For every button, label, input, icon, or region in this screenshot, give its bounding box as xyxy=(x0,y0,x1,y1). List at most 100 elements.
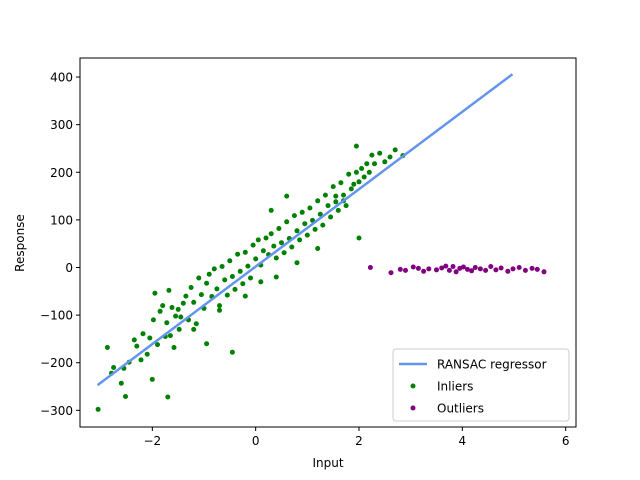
inlier-point xyxy=(240,281,246,287)
outlier-point xyxy=(397,266,403,272)
x-tick-label: 0 xyxy=(252,434,260,448)
inlier-point xyxy=(273,274,279,280)
inlier-point xyxy=(131,337,137,343)
inlier-point xyxy=(253,256,259,262)
series-layer xyxy=(95,73,547,412)
outlier-point xyxy=(415,265,421,271)
axes-frame xyxy=(79,57,577,428)
inlier-point xyxy=(359,166,365,171)
y-tick-label: −200 xyxy=(40,356,73,370)
inlier-point xyxy=(242,293,248,299)
inlier-point xyxy=(317,211,323,217)
outlier-point xyxy=(421,268,427,274)
outlier-point xyxy=(516,265,522,270)
inlier-point xyxy=(167,333,173,339)
inlier-point xyxy=(237,268,243,274)
inlier-point xyxy=(229,274,235,279)
inlier-point xyxy=(328,214,334,220)
outlier-point xyxy=(439,265,445,271)
inlier-point xyxy=(322,192,328,198)
inlier-point xyxy=(176,326,182,332)
inlier-point xyxy=(361,174,367,180)
outlier-point xyxy=(534,266,540,272)
y-tick-label: 0 xyxy=(65,261,73,275)
inlier-point xyxy=(273,255,279,261)
inlier-point xyxy=(169,305,175,310)
inlier-point xyxy=(118,380,124,386)
inlier-point xyxy=(302,221,308,227)
legend-ransac-label: RANSAC regressor xyxy=(437,358,547,372)
inlier-point xyxy=(377,150,383,156)
outlier-point xyxy=(469,268,475,274)
series-inliers xyxy=(95,143,406,412)
inlier-point xyxy=(338,180,344,186)
inlier-point xyxy=(341,192,346,198)
outlier-point xyxy=(460,264,466,270)
inlier-point xyxy=(180,300,186,306)
inlier-point xyxy=(123,394,128,399)
inlier-point xyxy=(333,193,339,199)
outlier-point xyxy=(388,270,394,276)
inlier-point xyxy=(245,263,251,269)
inlier-point xyxy=(284,193,290,199)
inlier-point xyxy=(104,345,110,350)
inlier-point xyxy=(250,242,256,248)
legend-outliers-marker xyxy=(410,405,416,411)
inlier-point xyxy=(294,260,300,266)
outlier-point xyxy=(483,267,489,273)
inlier-point xyxy=(364,161,370,167)
inlier-point xyxy=(196,275,202,281)
inlier-point xyxy=(166,287,172,293)
inlier-point xyxy=(320,222,326,228)
y-tick-label: −100 xyxy=(40,309,73,323)
series-ransac-regressor xyxy=(96,73,514,387)
y-axis-label: Response xyxy=(13,214,27,272)
x-axis-label: Input xyxy=(312,456,343,470)
outlier-point xyxy=(446,267,452,273)
inlier-point xyxy=(356,235,362,241)
outlier-point xyxy=(510,266,516,272)
inlier-point xyxy=(178,314,184,320)
inlier-point xyxy=(193,321,199,327)
outlier-point xyxy=(434,267,439,273)
inlier-point xyxy=(134,343,140,349)
inlier-point xyxy=(372,161,377,167)
inlier-point xyxy=(140,331,146,337)
outlier-point xyxy=(443,263,449,269)
inlier-point xyxy=(325,203,331,209)
inlier-point xyxy=(330,184,336,190)
outlier-point xyxy=(477,266,483,272)
inlier-point xyxy=(214,286,220,292)
inlier-point xyxy=(149,376,155,382)
inlier-point xyxy=(242,249,248,255)
inlier-point xyxy=(219,264,225,269)
inlier-point xyxy=(291,213,297,219)
inlier-point xyxy=(289,244,295,250)
inlier-point xyxy=(227,258,233,264)
inlier-point xyxy=(346,171,352,177)
inlier-point xyxy=(307,205,313,211)
inlier-point xyxy=(188,285,194,290)
outlier-point xyxy=(403,267,408,273)
inlier-point xyxy=(217,303,222,309)
inlier-point xyxy=(281,250,287,256)
inlier-point xyxy=(387,154,393,160)
outlier-point xyxy=(529,265,535,271)
outlier-point xyxy=(450,264,456,269)
outlier-point xyxy=(410,264,416,270)
inlier-point xyxy=(235,251,241,257)
inlier-point xyxy=(232,286,238,292)
outlier-point xyxy=(488,264,494,269)
inlier-point xyxy=(150,317,156,323)
inlier-point xyxy=(356,179,362,185)
inlier-point xyxy=(258,279,264,285)
inlier-point xyxy=(351,181,357,187)
inlier-point xyxy=(353,169,359,175)
inlier-point xyxy=(260,248,266,254)
inlier-point xyxy=(299,209,305,215)
inlier-point xyxy=(333,199,339,205)
inlier-point xyxy=(312,226,318,232)
legend-inliers-marker xyxy=(410,383,416,389)
y-axis: −300 −200 −100 0 100 200 300 400 xyxy=(40,71,80,418)
legend: RANSAC regressor Inliers Outliers xyxy=(392,348,570,422)
